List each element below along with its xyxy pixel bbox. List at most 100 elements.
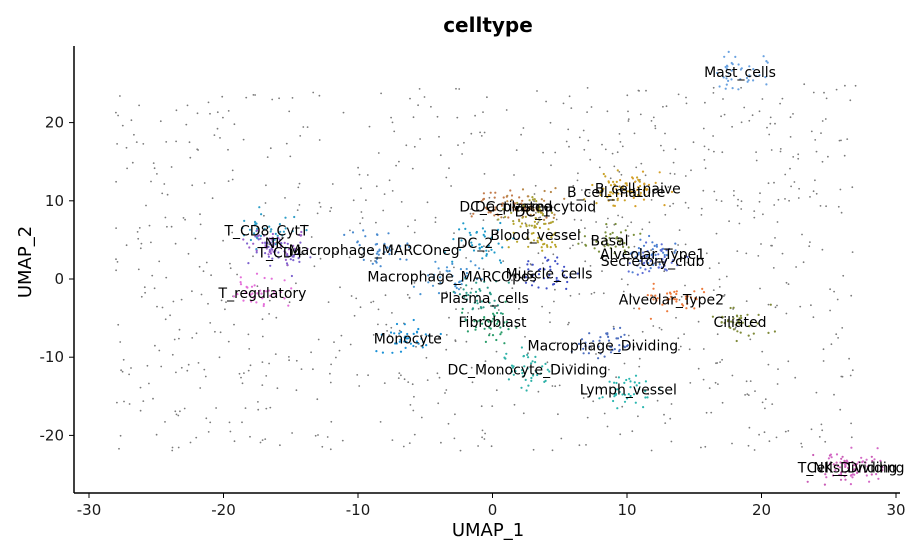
point-muscle-cells (549, 265, 552, 268)
point-plasma-cells (488, 301, 491, 304)
background-point (823, 91, 825, 94)
point-dc-monocyte-dividing (536, 373, 539, 377)
point-mast-cells (765, 83, 768, 86)
background-point (450, 185, 452, 187)
point-nk (272, 244, 275, 247)
point-t-regulatory (283, 297, 286, 300)
point-muscle-cells (554, 260, 557, 263)
background-point (158, 349, 161, 352)
background-point (505, 109, 508, 111)
point-plasma-cells (480, 300, 483, 303)
point-cells-dividing (849, 474, 853, 477)
background-point (411, 167, 414, 170)
point-macrophage-marcopos (437, 267, 440, 270)
background-point (784, 198, 786, 200)
point-ciliated (736, 330, 739, 333)
background-point (537, 252, 540, 255)
background-point (380, 92, 382, 95)
background-point (619, 141, 622, 143)
background-point (481, 429, 484, 432)
point-secretory-club (651, 256, 654, 259)
background-point (312, 368, 314, 371)
point-plasma-cells (486, 286, 489, 289)
point-dc-monocyte-dividing (544, 362, 547, 365)
point-dc-plasmacytoid (531, 206, 534, 209)
background-point (458, 88, 461, 90)
point-dc-monocyte-dividing (526, 353, 529, 356)
point-macrophage-marconeg (387, 232, 390, 235)
point-blood-vessel (530, 241, 533, 244)
background-point (197, 362, 200, 364)
background-point (537, 221, 540, 224)
point-secretory-club (641, 257, 644, 260)
background-point (830, 343, 833, 346)
point-plasma-cells (473, 301, 476, 304)
point-lymph-vessel (623, 393, 627, 396)
point-fibroblast (476, 320, 479, 323)
background-point (749, 338, 752, 341)
background-point (777, 198, 780, 201)
point-lymph-vessel (616, 388, 619, 391)
point-b-cell-mature (623, 199, 626, 202)
background-point (641, 228, 644, 231)
background-point (851, 369, 854, 372)
background-point (662, 149, 665, 152)
point-dc-activated (470, 215, 473, 218)
point-alveolar-type1 (639, 248, 643, 251)
background-point (716, 333, 719, 336)
background-point (733, 194, 735, 197)
point-dc-activated (489, 191, 492, 194)
point-blood-vessel (520, 222, 524, 225)
background-point (518, 266, 521, 269)
background-point (776, 221, 779, 223)
background-point (731, 442, 733, 445)
background-point (411, 383, 414, 386)
background-point (836, 298, 839, 301)
background-point (740, 200, 743, 203)
background-point (630, 221, 633, 224)
point-dc-2 (481, 257, 484, 260)
point-dc-2 (483, 235, 486, 238)
point-plasma-cells (476, 302, 479, 305)
point-alveolar-type2 (675, 298, 678, 301)
point-mast-cells (755, 75, 758, 78)
background-point (708, 387, 711, 389)
point-macrophage-marcopos (460, 279, 463, 282)
point-t-cd8-cytt (273, 238, 276, 241)
point-macrophage-dividing (625, 345, 628, 348)
background-point (697, 320, 700, 323)
point-secretory-club (663, 264, 666, 267)
background-point (787, 430, 790, 432)
point-muscle-cells (561, 269, 564, 272)
point-b-cell-naive (663, 204, 666, 207)
background-point (840, 211, 843, 214)
point-t-regulatory (251, 292, 254, 295)
point-secretory-club (660, 248, 664, 251)
background-point (601, 270, 603, 272)
background-point (367, 374, 369, 377)
point-nk (293, 247, 296, 250)
point-dc-1 (516, 201, 519, 204)
point-blood-vessel (544, 222, 547, 225)
x-tick-label: 20 (752, 501, 771, 519)
point-secretory-club (660, 266, 663, 269)
background-point (455, 308, 457, 310)
background-point (841, 327, 844, 329)
background-point (184, 218, 187, 221)
background-point (413, 282, 416, 284)
point-dc-activated (500, 204, 503, 207)
background-point (448, 167, 450, 170)
cluster-label-cells-dividing: Cells_Dividing (807, 461, 905, 477)
background-point (635, 166, 638, 169)
background-point (550, 365, 553, 367)
background-point (115, 258, 117, 261)
background-point (238, 372, 241, 375)
background-point (454, 339, 457, 342)
background-point (222, 116, 224, 119)
background-point (487, 250, 490, 253)
background-point (130, 119, 133, 122)
background-point (769, 122, 772, 125)
point-muscle-cells (566, 280, 569, 284)
point-blood-vessel (550, 236, 553, 239)
background-point (465, 340, 468, 343)
